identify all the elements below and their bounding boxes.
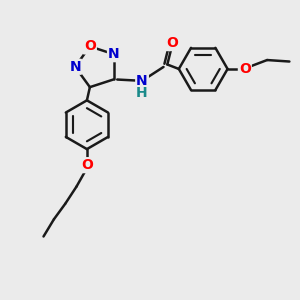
Text: O: O: [81, 158, 93, 172]
Text: O: O: [84, 39, 96, 53]
Text: H: H: [136, 86, 148, 100]
Text: N: N: [108, 47, 120, 61]
Text: N: N: [136, 74, 148, 88]
Text: O: O: [239, 62, 251, 76]
Text: O: O: [167, 36, 178, 50]
Text: N: N: [69, 60, 81, 74]
